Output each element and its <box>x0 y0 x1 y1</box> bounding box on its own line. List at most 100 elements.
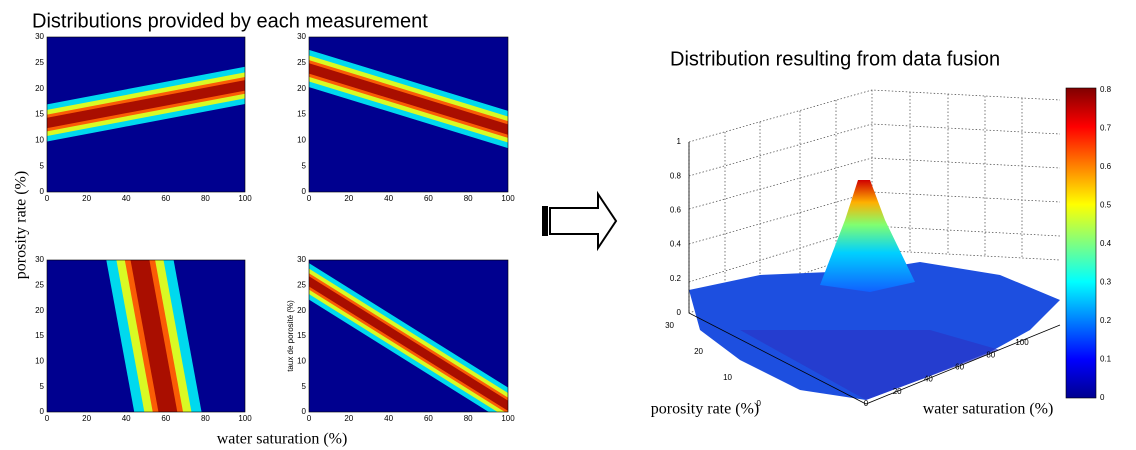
panel-frame <box>308 259 509 413</box>
left-xlabel: water saturation (%) <box>217 431 348 448</box>
y-tick-label: 10 <box>723 373 732 382</box>
band-layer <box>47 80 245 129</box>
y-tick-label: 5 <box>40 161 45 170</box>
y-tick-label: 30 <box>297 32 306 41</box>
colorbar_-tick-label: 0.5 <box>1100 201 1112 210</box>
right-ylabel: porosity rate (%) <box>651 401 759 418</box>
arrow <box>549 190 618 252</box>
x-tick-label: 0 <box>45 414 50 423</box>
y-tick-label: 5 <box>302 161 307 170</box>
y-tick-label: 25 <box>297 280 306 289</box>
y-tick-label: 0 <box>40 187 45 196</box>
heatmap-band <box>309 49 508 149</box>
y-tick-label: 10 <box>297 356 306 365</box>
x-tick-label: 40 <box>122 194 131 203</box>
y-tick-label: 20 <box>35 84 44 93</box>
surface-plot <box>688 89 1061 405</box>
x-tick-label: 80 <box>986 350 995 359</box>
y-tick-label: 0 <box>40 407 45 416</box>
colorbar_-tick-label: 0.8 <box>1100 85 1112 94</box>
y-tick-label: 0 <box>757 399 762 408</box>
x-tick-label: 40 <box>924 375 933 384</box>
left-ylabel: porosity rate (%) <box>13 171 30 279</box>
x-tick-label: 80 <box>201 194 210 203</box>
colorbar_-tick-label: 0.2 <box>1100 316 1112 325</box>
x-tick-label: 0 <box>307 414 312 423</box>
y-tick-label: 25 <box>35 58 44 67</box>
y-tick-label: 25 <box>297 58 306 67</box>
colorbar_-tick-label: 0.6 <box>1100 162 1112 171</box>
x-tick-label: 40 <box>384 414 393 423</box>
y-tick-label: 20 <box>35 306 44 315</box>
right-title: Distribution resulting from data fusion <box>670 48 1000 70</box>
y-tick-label: 30 <box>35 255 44 264</box>
y-tick-label: 10 <box>297 135 306 144</box>
x-tick-label: 20 <box>893 387 902 396</box>
y-tick-label: 15 <box>35 331 44 340</box>
colorbar_-tick-label: 0.7 <box>1100 124 1112 133</box>
z-tick-label: 1 <box>677 137 682 146</box>
x-tick-label: 0 <box>864 399 869 408</box>
band-layer <box>309 276 508 411</box>
panel-frame <box>46 259 246 413</box>
x-tick-label: 20 <box>82 414 91 423</box>
x-tick-label: 100 <box>501 194 515 203</box>
panel-frame <box>46 36 246 193</box>
colorbar_-tick-label: 0.3 <box>1100 278 1112 287</box>
y-tick-label: 15 <box>297 331 306 340</box>
y-tick-label: 0 <box>302 407 307 416</box>
x-tick-label: 60 <box>424 414 433 423</box>
x-tick-label: 60 <box>161 414 170 423</box>
y-tick-label: 20 <box>297 306 306 315</box>
y-tick-label: 20 <box>694 347 703 356</box>
y-tick-label: 10 <box>35 135 44 144</box>
x-tick-label: 100 <box>238 194 252 203</box>
x-tick-label: 80 <box>464 194 473 203</box>
band-layer <box>130 260 178 412</box>
z-tick-label: 0.6 <box>670 206 682 215</box>
x-tick-label: 0 <box>45 194 50 203</box>
z-tick-label: 0.2 <box>670 274 682 283</box>
colorbar <box>1065 87 1097 399</box>
x-tick-label: 20 <box>344 414 353 423</box>
x-tick-label: 20 <box>344 194 353 203</box>
y-tick-label: 10 <box>35 356 44 365</box>
x-tick-label: 80 <box>201 414 210 423</box>
x-tick-label: 40 <box>122 414 131 423</box>
arrow-tail <box>542 206 548 236</box>
y-tick-label: 15 <box>297 110 306 119</box>
x-tick-label: 40 <box>384 194 393 203</box>
surface-peak <box>820 180 915 292</box>
y-tick-label: 30 <box>665 321 674 330</box>
y-tick-label: 25 <box>35 280 44 289</box>
surface-shade <box>740 330 1000 400</box>
y-tick-label: 20 <box>297 84 306 93</box>
panel-ylabel: taux de porosité (%) <box>286 300 295 372</box>
colorbar_-tick-label: 0.1 <box>1100 355 1112 364</box>
panel-frame <box>308 36 509 193</box>
x-tick-label: 60 <box>161 194 170 203</box>
axes-3d <box>688 142 1061 405</box>
y-tick-label: 5 <box>40 382 45 391</box>
y-tick-label: 15 <box>35 110 44 119</box>
left-title: Distributions provided by each measureme… <box>32 10 428 32</box>
x-tick-label: 100 <box>238 414 252 423</box>
heatmap-band <box>106 260 202 412</box>
y-tick-label: 0 <box>302 187 307 196</box>
z-tick-label: 0.8 <box>670 171 682 180</box>
colorbar_-tick-label: 0.4 <box>1100 239 1112 248</box>
x-tick-label: 60 <box>424 194 433 203</box>
y-tick-label: 30 <box>35 32 44 41</box>
x-tick-label: 20 <box>82 194 91 203</box>
x-tick-label: 0 <box>307 194 312 203</box>
band-layer <box>309 63 508 135</box>
y-tick-label: 30 <box>297 255 306 264</box>
y-tick-label: 5 <box>302 382 307 391</box>
right-xlabel: water saturation (%) <box>923 401 1054 418</box>
colorbar_-tick-label: 0 <box>1100 393 1105 402</box>
heatmap-band <box>309 263 508 412</box>
heatmap-band <box>47 66 245 142</box>
x-tick-label: 60 <box>955 363 964 372</box>
x-tick-label: 100 <box>1015 338 1029 347</box>
x-tick-label: 100 <box>501 414 515 423</box>
